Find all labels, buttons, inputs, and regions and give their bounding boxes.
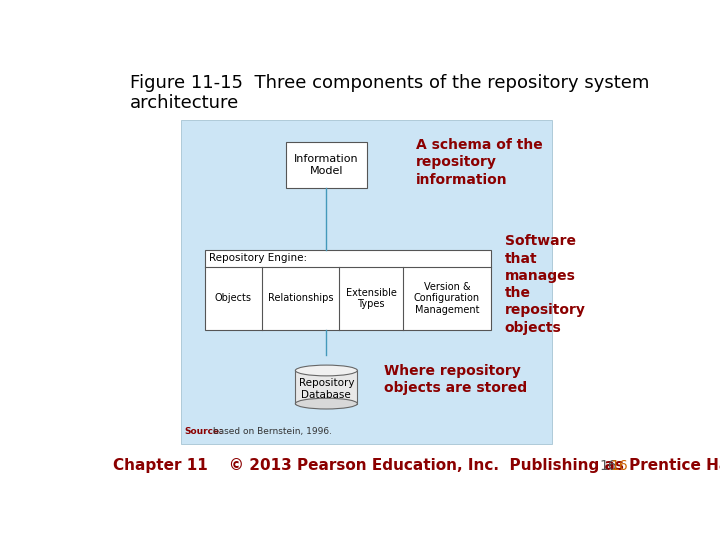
Text: architecture: architecture — [130, 94, 240, 112]
FancyBboxPatch shape — [204, 249, 492, 330]
FancyBboxPatch shape — [286, 142, 367, 188]
Text: Relationships: Relationships — [268, 294, 333, 303]
Text: Extensible
Types: Extensible Types — [346, 288, 397, 309]
Text: Objects: Objects — [215, 294, 252, 303]
Text: Software
that
manages
the
repository
objects: Software that manages the repository obj… — [505, 234, 585, 335]
Text: Repository Engine:: Repository Engine: — [210, 253, 307, 263]
Text: based on Bernstein, 1996.: based on Bernstein, 1996. — [210, 427, 332, 436]
Text: Information
Model: Information Model — [294, 154, 359, 176]
FancyBboxPatch shape — [181, 120, 552, 444]
Text: 16: 16 — [611, 459, 629, 473]
Text: Version &
Configuration
Management: Version & Configuration Management — [414, 282, 480, 315]
Text: A schema of the
repository
information: A schema of the repository information — [415, 138, 542, 186]
Polygon shape — [295, 370, 357, 403]
Text: Chapter 11    © 2013 Pearson Education, Inc.  Publishing as Prentice Hall: Chapter 11 © 2013 Pearson Education, Inc… — [113, 458, 720, 473]
Ellipse shape — [295, 398, 357, 409]
Ellipse shape — [295, 365, 357, 376]
Text: Source:: Source: — [184, 427, 223, 436]
Text: Repository
Database: Repository Database — [299, 378, 354, 400]
Text: Figure 11-15  Three components of the repository system: Figure 11-15 Three components of the rep… — [130, 74, 649, 92]
Text: 16: 16 — [599, 459, 617, 473]
Text: Where repository
objects are stored: Where repository objects are stored — [384, 363, 528, 395]
